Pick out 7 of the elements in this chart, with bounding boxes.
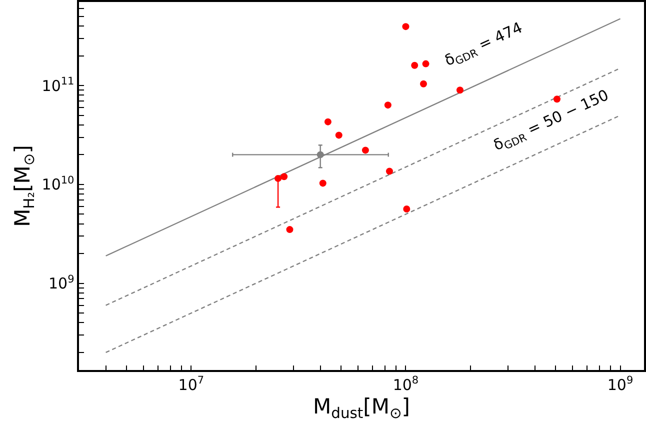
x-axis-title: M$_{dust}$[M$_{⊙}$] <box>313 394 410 422</box>
x-tick-label: 10$^{7}$ <box>178 374 204 394</box>
y-tick-label: 10$^{9}$ <box>48 273 74 293</box>
y-tick-label: 10$^{10}$ <box>42 174 74 194</box>
x-tick-label: 10$^{9}$ <box>607 374 634 394</box>
x-tick-label: 10$^{8}$ <box>392 374 419 394</box>
y-tick-label: 10$^{11}$ <box>42 76 74 95</box>
